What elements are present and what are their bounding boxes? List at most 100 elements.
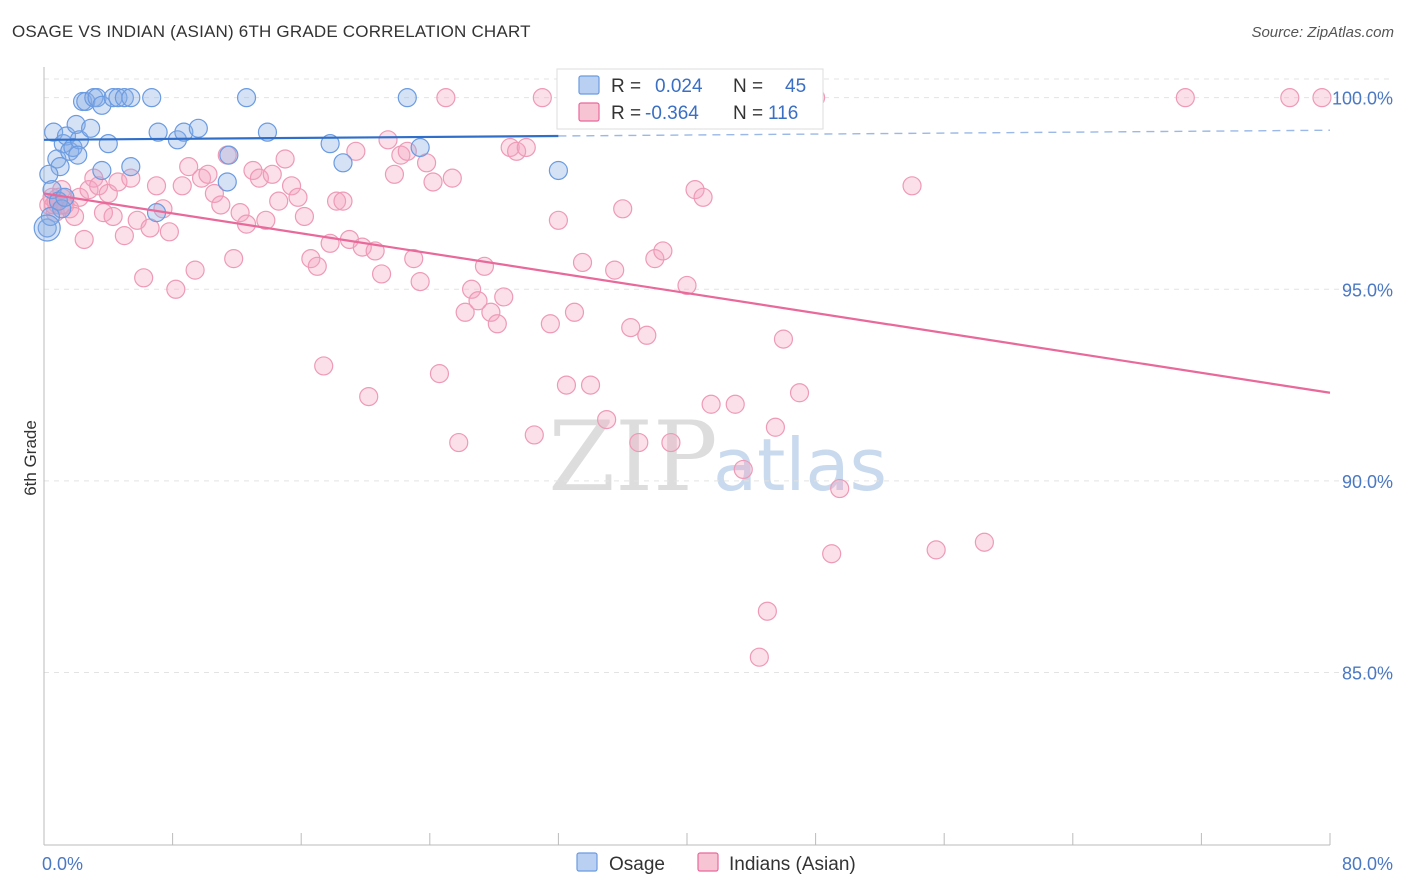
indians-point xyxy=(114,226,134,246)
bottom-legend-indians: Indians (Asian) xyxy=(729,854,856,875)
osage-point xyxy=(52,199,72,219)
indians-point xyxy=(629,432,649,453)
indians-point xyxy=(449,432,469,453)
indians-point xyxy=(436,88,456,108)
indians-point xyxy=(224,249,244,269)
indians-point xyxy=(314,356,334,376)
indians-point xyxy=(822,544,842,564)
indians-point xyxy=(572,252,593,273)
legend-r-label-indians: R = xyxy=(611,103,641,124)
indians-point xyxy=(243,160,263,181)
osage-point xyxy=(121,157,141,177)
indians-point xyxy=(605,260,625,280)
series-legend: Osage Indians (Asian) xyxy=(576,852,856,875)
indians-point xyxy=(524,425,544,445)
osage-point xyxy=(333,153,353,173)
y-axis-label: 6th Grade xyxy=(21,420,40,496)
indians-point xyxy=(974,532,994,552)
indians-point xyxy=(179,157,199,177)
indians-point xyxy=(661,432,681,453)
osage-trend-line xyxy=(43,134,559,141)
axes xyxy=(43,67,1331,846)
legend-r-value-osage: 0.024 xyxy=(655,76,703,97)
indians-point xyxy=(455,302,475,322)
indians-point xyxy=(79,180,99,200)
indians-point xyxy=(621,318,641,338)
indians-point xyxy=(481,302,501,322)
osage-point xyxy=(397,88,417,108)
indians-point xyxy=(733,459,753,480)
indians-point xyxy=(830,478,850,499)
indians-point xyxy=(378,130,398,150)
indians-point xyxy=(307,256,327,276)
osage-point xyxy=(92,160,112,181)
osage-point xyxy=(68,145,88,165)
indians-point xyxy=(773,329,794,349)
osage-point xyxy=(188,118,208,138)
y-tick-label: 100.0% xyxy=(1332,89,1393,109)
osage-point xyxy=(98,134,118,154)
osage-point xyxy=(50,157,70,177)
legend-swatch-indians xyxy=(578,102,600,122)
x-tick-label-max: 80.0% xyxy=(1342,854,1393,874)
legend-n-value-indians: 116 xyxy=(768,103,798,124)
indians-point xyxy=(326,191,347,211)
indians-point xyxy=(204,183,224,204)
indians-point xyxy=(397,141,417,161)
source-label: Source: ZipAtlas.com xyxy=(1251,24,1394,41)
y-tick-label: 90.0% xyxy=(1342,472,1393,492)
osage-point xyxy=(121,88,141,108)
osage-point xyxy=(37,218,57,238)
osage-point xyxy=(548,160,569,181)
indians-point xyxy=(487,314,507,334)
y-tick-labels: 85.0% 90.0% 95.0% 100.0% xyxy=(1332,89,1393,684)
indians-point xyxy=(134,268,154,288)
stats-legend: R = 0.024 N = 45 R = -0.364 N = 116 xyxy=(556,68,824,130)
chart-title: OSAGE VS INDIAN (ASIAN) 6TH GRADE CORREL… xyxy=(12,22,531,41)
indians-point xyxy=(429,364,450,384)
indians-point xyxy=(230,203,250,223)
bottom-swatch-osage xyxy=(576,852,598,872)
x-tick-label-min: 0.0% xyxy=(42,854,83,874)
legend-n-label-indians: N = xyxy=(733,103,763,124)
legend-swatch-osage xyxy=(578,75,600,95)
indians-point xyxy=(275,149,295,169)
indians-point xyxy=(423,172,443,192)
osage-point xyxy=(66,114,86,135)
legend-r-value-indians: -0.364 xyxy=(645,103,699,124)
indians-point xyxy=(52,180,72,200)
indians-point xyxy=(269,191,289,211)
osage-point xyxy=(219,145,239,165)
indians-point xyxy=(346,141,366,161)
indians-trend-line xyxy=(43,192,1331,394)
indians-point xyxy=(902,176,922,196)
legend-n-value-osage: 45 xyxy=(785,76,806,97)
bottom-swatch-indians xyxy=(697,852,719,872)
indians-point xyxy=(468,291,488,311)
indians-point xyxy=(211,195,231,215)
legend-r-label-osage: R = xyxy=(611,76,641,97)
indians-point xyxy=(166,279,186,299)
indians-point xyxy=(507,141,527,161)
indians-point xyxy=(384,164,405,184)
indians-point xyxy=(637,325,657,345)
indians-point xyxy=(301,249,321,269)
indians-point xyxy=(597,409,617,430)
indians-point xyxy=(256,210,276,230)
indians-point xyxy=(556,375,577,395)
indians-point xyxy=(548,210,569,230)
indians-point xyxy=(442,168,462,188)
indians-point xyxy=(74,229,94,250)
indians-point xyxy=(532,88,552,108)
indians-point xyxy=(172,176,192,196)
indians-point xyxy=(121,168,141,188)
indians-point xyxy=(281,176,302,196)
indians-point xyxy=(262,164,282,184)
indians-point xyxy=(749,647,769,667)
indians-point xyxy=(725,394,745,414)
osage-point-large xyxy=(33,214,61,242)
indians-point xyxy=(613,199,633,219)
indians-point xyxy=(159,222,179,242)
indians-point xyxy=(288,187,308,207)
